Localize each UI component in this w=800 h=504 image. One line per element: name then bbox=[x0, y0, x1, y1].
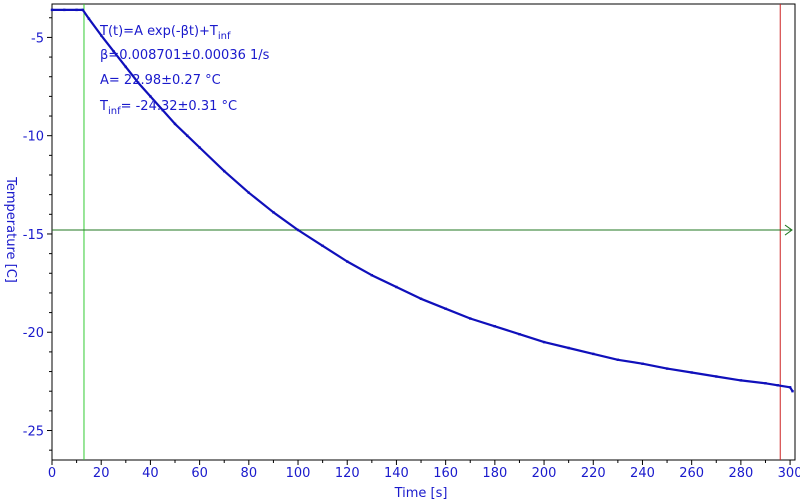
temperature-data-point bbox=[198, 146, 201, 149]
fit-tinf-main: T bbox=[99, 99, 108, 114]
temperature-data-point bbox=[321, 244, 324, 247]
temperature-data-point bbox=[50, 8, 54, 12]
y-tick-label: -20 bbox=[23, 326, 44, 341]
temperature-data-point bbox=[247, 191, 250, 194]
fit-beta: β=0.008701±0.00036 1/s bbox=[100, 48, 270, 63]
x-tick-label: 200 bbox=[532, 466, 557, 481]
x-tick-label: 240 bbox=[630, 466, 655, 481]
temperature-data-point bbox=[542, 340, 546, 344]
marker-layer bbox=[52, 4, 793, 460]
x-tick-label: 260 bbox=[679, 466, 704, 481]
x-tick-label: 100 bbox=[286, 466, 311, 481]
temperature-data-point bbox=[223, 169, 226, 173]
temperature-data-point bbox=[149, 95, 152, 98]
temperature-data-point bbox=[161, 108, 164, 112]
x-tick-label: 280 bbox=[728, 466, 753, 481]
y-tick-label: -5 bbox=[31, 31, 44, 46]
fit-tinf-value: = -24.32±0.31 °C bbox=[121, 99, 237, 114]
x-tick-label: 60 bbox=[191, 466, 208, 481]
temperature-data-point bbox=[112, 50, 115, 53]
temperature-data-point bbox=[567, 346, 570, 350]
fit-annotation: T(t)=A exp(-βt)+Tinf β=0.008701±0.00036 … bbox=[99, 24, 270, 117]
temperature-data-point bbox=[136, 81, 140, 84]
temperature-data-point bbox=[518, 333, 521, 336]
temperature-data-point bbox=[739, 379, 743, 382]
temperature-data-point bbox=[346, 260, 349, 263]
temperature-data-point bbox=[469, 317, 472, 320]
x-tick-label: 40 bbox=[142, 466, 159, 481]
x-tick-label: 160 bbox=[433, 466, 458, 481]
temperature-data-point bbox=[75, 8, 78, 12]
temperature-data-point bbox=[788, 386, 792, 389]
x-tick-label: 80 bbox=[241, 466, 258, 481]
y-tick-label: -25 bbox=[23, 425, 44, 440]
temperature-data-point bbox=[791, 390, 794, 393]
temperature-data-point bbox=[419, 297, 423, 300]
temperature-data-point bbox=[616, 358, 620, 361]
temperature-data-point bbox=[592, 352, 595, 356]
y-tick-label: -15 bbox=[23, 228, 44, 243]
x-tick-label: 220 bbox=[581, 466, 606, 481]
plot-frame bbox=[51, 3, 796, 461]
series-layer bbox=[50, 8, 794, 393]
temperature-data-point bbox=[690, 371, 693, 374]
temperature-data-point bbox=[715, 375, 718, 378]
temperature-data-point bbox=[173, 122, 177, 126]
fit-equation: T(t)=A exp(-βt)+Tinf bbox=[99, 24, 231, 42]
x-tick-label: 300 bbox=[778, 466, 800, 481]
temperature-data-point bbox=[641, 362, 644, 365]
temperature-data-point bbox=[776, 384, 779, 387]
temperature-data-point bbox=[395, 285, 398, 289]
temperature-data-point bbox=[81, 8, 84, 12]
temperature-data-point bbox=[493, 325, 496, 328]
fit-tinf: Tinf= -24.32±0.31 °C bbox=[99, 99, 237, 117]
temperature-data-point bbox=[100, 34, 103, 37]
x-tick-label: 120 bbox=[335, 466, 360, 481]
temperature-data-point bbox=[665, 367, 669, 370]
y-axis-title: Temperature [C] bbox=[3, 176, 18, 283]
y-ticks: -5 -10 -15 -20 -25 bbox=[23, 17, 52, 451]
temperature-data-point bbox=[764, 382, 767, 385]
x-tick-label: 20 bbox=[93, 466, 110, 481]
temperature-data-point bbox=[272, 211, 275, 214]
fit-equation-sub: inf bbox=[218, 31, 231, 42]
temperature-data-point bbox=[63, 8, 66, 12]
temperature-data-point bbox=[186, 134, 189, 137]
y-tick-label: -10 bbox=[23, 130, 44, 145]
fit-amplitude: A= 22.98±0.27 °C bbox=[100, 73, 221, 88]
temperature-data-point bbox=[124, 65, 127, 69]
fit-tinf-sub: inf bbox=[108, 106, 121, 117]
temperature-data-point bbox=[370, 274, 373, 277]
x-tick-label: 140 bbox=[384, 466, 409, 481]
temperature-data-point bbox=[444, 307, 447, 310]
x-ticks: 0 20 40 60 80 100 120 140 160 180 200 220 240 260 280 3… bbox=[48, 460, 800, 481]
temperature-series-line bbox=[52, 8, 794, 392]
level-marker-arrow bbox=[784, 224, 793, 236]
temperature-data-point bbox=[296, 228, 300, 232]
x-tick-label: 180 bbox=[482, 466, 507, 481]
x-tick-label: 0 bbox=[48, 466, 56, 481]
fit-equation-main: T(t)=A exp(-βt)+T bbox=[99, 24, 218, 39]
x-axis-title: Time [s] bbox=[394, 486, 448, 501]
temperature-data-point bbox=[87, 17, 91, 20]
